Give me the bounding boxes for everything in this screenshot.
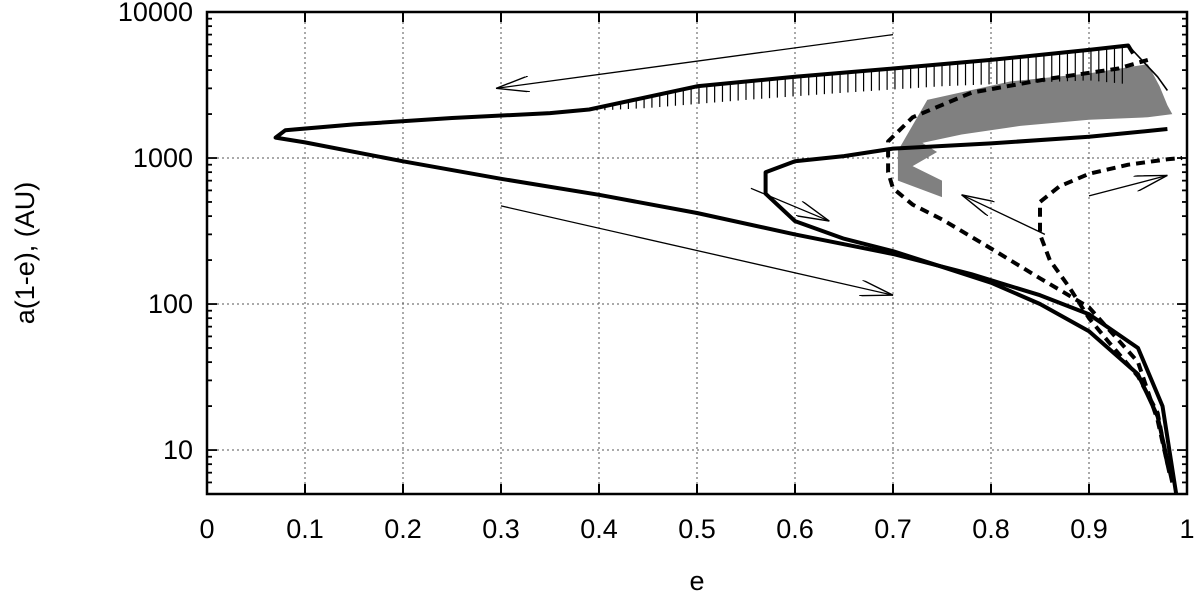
- x-tick-label: 0.6: [776, 514, 814, 544]
- axis-ticks: 0 0.1 0.2 0.3 0.4 0.5 0.6 0.7 0.8 0.9 1 10 100 1000 10…: [118, 0, 1195, 544]
- shaded-regions: [897, 64, 1173, 198]
- series-line-2: [1127, 44, 1169, 91]
- y-tick-label: 10: [163, 435, 193, 465]
- y-tick-label: 10000: [118, 0, 193, 27]
- series-line-4: [886, 57, 1172, 474]
- series-line-3: [763, 127, 1175, 483]
- x-tick-label: 0.4: [580, 514, 618, 544]
- arrow-3: [750, 187, 829, 221]
- x-tick-label: 1: [1179, 514, 1194, 544]
- y-axis-label: a(1-e), (AU): [10, 182, 40, 325]
- x-tick-label: 0.5: [678, 514, 716, 544]
- y-tick-label: 100: [148, 289, 193, 319]
- arrow-5: [1088, 175, 1167, 197]
- gray-region: [897, 64, 1173, 198]
- x-tick-label: 0.1: [286, 514, 324, 544]
- x-tick-label: 0: [199, 514, 214, 544]
- x-tick-label: 0.8: [972, 514, 1010, 544]
- arrow-4: [962, 195, 1046, 235]
- series-line-5: [1038, 156, 1183, 465]
- arrow-2: [500, 205, 893, 295]
- series-line-1: [273, 43, 1179, 495]
- annotation-arrows: [496, 33, 1167, 296]
- x-tick-label: 0.7: [874, 514, 912, 544]
- x-tick-label: 0.9: [1070, 514, 1108, 544]
- x-axis-label: e: [689, 566, 704, 596]
- series-lines: [273, 43, 1183, 495]
- arrow-1: [496, 33, 894, 89]
- x-tick-label: 0.3: [482, 514, 520, 544]
- y-tick-label: 1000: [133, 143, 193, 173]
- x-tick-label: 0.2: [384, 514, 422, 544]
